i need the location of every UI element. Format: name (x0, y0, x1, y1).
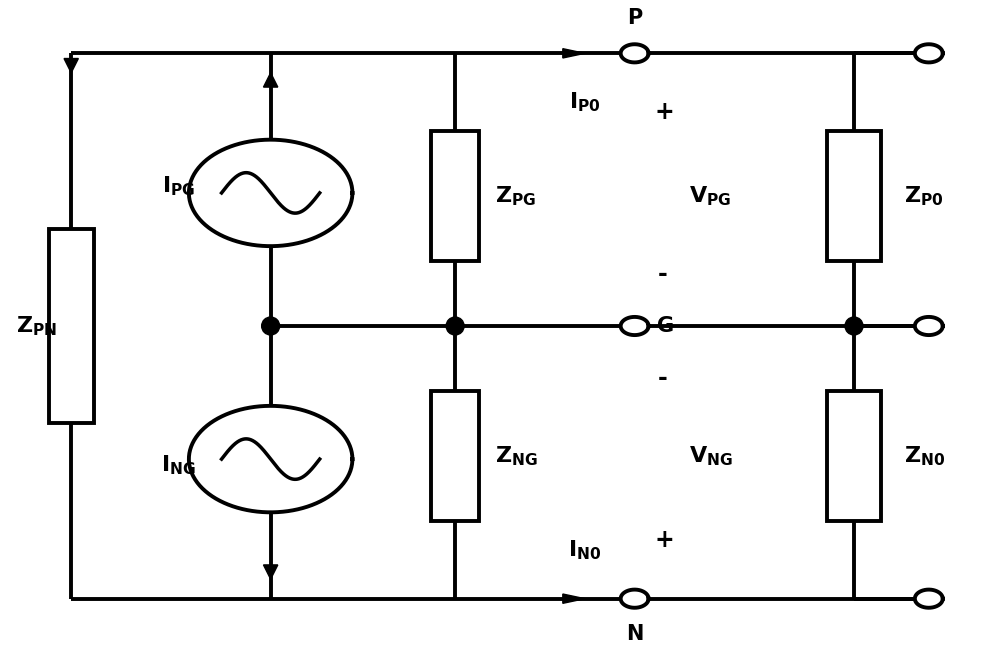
Polygon shape (263, 565, 278, 579)
Text: $\mathit{\mathbf{V}}_{\mathit{\mathbf{NG}}}$: $\mathit{\mathbf{V}}_{\mathit{\mathbf{NG… (689, 444, 734, 467)
Text: P: P (627, 8, 642, 27)
Text: $\mathit{\mathbf{Z}}_{\mathit{\mathbf{P0}}}$: $\mathit{\mathbf{Z}}_{\mathit{\mathbf{P0… (904, 185, 944, 208)
Polygon shape (189, 140, 352, 246)
Bar (827, 131, 881, 261)
Polygon shape (563, 594, 585, 603)
Text: +: + (655, 100, 674, 124)
Polygon shape (621, 44, 649, 63)
Polygon shape (621, 589, 649, 608)
Polygon shape (263, 73, 278, 87)
Polygon shape (915, 589, 943, 608)
Polygon shape (915, 44, 943, 63)
Text: $\mathit{\mathbf{Z}}_{\mathit{\mathbf{PN}}}$: $\mathit{\mathbf{Z}}_{\mathit{\mathbf{PN… (16, 314, 57, 338)
Text: $\mathit{\mathbf{Z}}_{\mathit{\mathbf{NG}}}$: $\mathit{\mathbf{Z}}_{\mathit{\mathbf{NG… (495, 444, 538, 467)
Text: $\mathit{\mathbf{V}}_{\mathit{\mathbf{PG}}}$: $\mathit{\mathbf{V}}_{\mathit{\mathbf{PG… (689, 185, 732, 208)
Polygon shape (621, 317, 649, 335)
Polygon shape (915, 317, 943, 335)
Text: $\mathit{\mathbf{Z}}_{\mathit{\mathbf{N0}}}$: $\mathit{\mathbf{Z}}_{\mathit{\mathbf{N0… (904, 444, 945, 467)
Polygon shape (189, 406, 352, 512)
Circle shape (845, 317, 863, 335)
Bar (431, 391, 479, 521)
Bar (827, 391, 881, 521)
Text: $\mathit{\mathbf{I}}_{\mathit{\mathbf{N0}}}$: $\mathit{\mathbf{I}}_{\mathit{\mathbf{N0… (568, 538, 602, 562)
Text: -: - (658, 262, 667, 286)
Circle shape (262, 317, 280, 335)
Text: -: - (658, 366, 667, 390)
Text: +: + (655, 528, 674, 552)
Text: $\mathit{\mathbf{I}}_{\mathit{\mathbf{PG}}}$: $\mathit{\mathbf{I}}_{\mathit{\mathbf{PG… (162, 175, 196, 198)
Bar (49, 229, 94, 423)
Text: N: N (626, 625, 643, 644)
Text: $\mathit{\mathbf{I}}_{\mathit{\mathbf{P0}}}$: $\mathit{\mathbf{I}}_{\mathit{\mathbf{P0… (569, 90, 601, 114)
Polygon shape (563, 49, 585, 58)
Text: G: G (657, 316, 674, 336)
Polygon shape (64, 59, 78, 73)
Circle shape (446, 317, 464, 335)
Text: $\mathit{\mathbf{Z}}_{\mathit{\mathbf{PG}}}$: $\mathit{\mathbf{Z}}_{\mathit{\mathbf{PG… (495, 185, 536, 208)
Text: $\mathit{\mathbf{I}}_{\mathit{\mathbf{NG}}}$: $\mathit{\mathbf{I}}_{\mathit{\mathbf{NG… (161, 454, 196, 477)
Bar (431, 131, 479, 261)
